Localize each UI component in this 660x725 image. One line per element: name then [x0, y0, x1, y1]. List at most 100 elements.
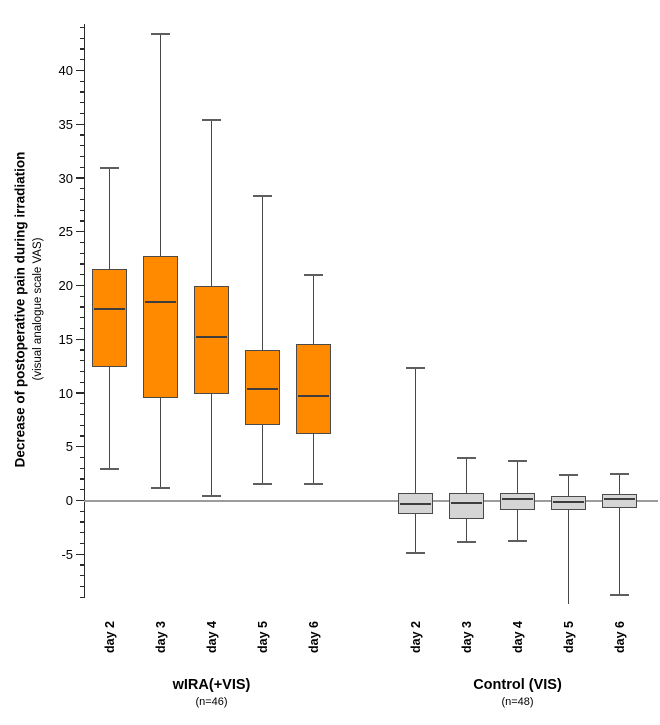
y-minor-tick	[79, 134, 84, 136]
y-minor-tick	[79, 198, 84, 201]
median-control-day6	[603, 498, 636, 501]
y-minor-tick	[79, 220, 84, 222]
group-n-wira: (n=46)	[195, 696, 228, 708]
y-axis-line	[83, 24, 85, 598]
y-minor-tick	[79, 155, 84, 158]
median-wira-day5	[246, 387, 279, 390]
median-control-day2	[399, 502, 432, 505]
y-minor-tick	[79, 413, 84, 416]
y-minor-tick	[79, 188, 84, 190]
group-n-control: (n=48)	[501, 696, 534, 708]
whisker-cap-high-control-day6	[610, 472, 629, 475]
whisker-cap-high-control-day5	[559, 473, 578, 476]
y-minor-tick	[79, 381, 84, 383]
y-minor-tick	[79, 456, 84, 459]
y-minor-tick	[79, 510, 84, 512]
y-minor-tick	[79, 370, 84, 373]
y-minor-tick	[79, 317, 84, 319]
y-tick-label: 40	[58, 63, 73, 78]
y-minor-tick	[79, 564, 84, 566]
whisker-cap-low-wira-day5	[253, 483, 272, 486]
y-minor-tick	[79, 532, 84, 534]
y-minor-tick	[79, 241, 84, 244]
median-wira-day4	[195, 336, 228, 339]
whisker-cap-low-wira-day2	[100, 468, 119, 471]
y-tick-label: 0	[65, 493, 73, 508]
median-control-day3	[450, 501, 483, 504]
whisker-cap-low-control-day3	[457, 541, 476, 544]
y-minor-tick	[79, 306, 84, 308]
y-minor-tick	[79, 209, 84, 211]
y-minor-tick	[79, 349, 84, 351]
y-minor-tick	[79, 252, 84, 254]
y-tick-label: 15	[58, 331, 73, 347]
y-minor-tick	[79, 575, 84, 577]
whisker-control-day5	[567, 474, 570, 604]
y-minor-tick	[79, 112, 84, 115]
y-minor-tick	[79, 263, 84, 265]
y-major-tick	[76, 553, 84, 555]
whisker-cap-low-control-day2	[406, 552, 425, 555]
whisker-cap-high-wira-day6	[304, 273, 323, 276]
y-minor-tick	[79, 145, 84, 147]
y-minor-tick	[79, 91, 84, 93]
group-label-wira: wIRA(+VIS)	[172, 677, 251, 693]
whisker-cap-high-wira-day5	[253, 195, 272, 198]
y-minor-tick	[79, 467, 84, 469]
whisker-cap-high-wira-day4	[202, 118, 221, 121]
y-major-tick	[76, 499, 84, 502]
y-minor-tick	[79, 26, 84, 29]
whisker-cap-high-control-day3	[457, 456, 476, 459]
whisker-cap-high-wira-day3	[151, 32, 170, 35]
y-tick-label: 25	[58, 224, 73, 240]
y-tick-label: 20	[58, 278, 73, 293]
y-tick-label: 5	[65, 439, 73, 455]
box-control-day5	[551, 496, 586, 511]
y-tick-label: 35	[58, 116, 73, 132]
y-minor-tick	[79, 295, 84, 297]
y-minor-tick	[79, 360, 84, 362]
y-minor-tick	[79, 80, 84, 82]
box-wira-day3	[143, 256, 178, 399]
y-minor-tick	[79, 274, 84, 276]
median-wira-day2	[93, 308, 126, 311]
median-wira-day3	[144, 300, 177, 303]
y-major-tick	[76, 284, 84, 287]
whisker-cap-low-wira-day3	[151, 486, 170, 489]
whisker-control-day6	[618, 473, 621, 596]
y-minor-tick	[79, 48, 84, 50]
y-minor-tick	[79, 478, 84, 480]
y-major-tick	[76, 338, 84, 340]
box-wira-day6	[296, 343, 331, 434]
y-major-tick	[76, 231, 84, 233]
whisker-cap-low-control-day6	[610, 594, 629, 597]
y-tick-label: -5	[61, 546, 73, 562]
whisker-cap-high-wira-day2	[100, 167, 119, 170]
box-control-day3	[449, 492, 484, 519]
y-minor-tick	[79, 166, 84, 168]
box-wira-day5	[245, 350, 280, 426]
whisker-cap-high-control-day4	[508, 459, 527, 462]
y-minor-tick	[79, 424, 84, 426]
y-tick-label: 30	[58, 170, 73, 186]
y-minor-tick	[79, 403, 84, 405]
y-minor-tick	[79, 102, 84, 104]
box-wira-day2	[92, 269, 127, 368]
whisker-cap-low-control-day4	[508, 540, 527, 543]
y-minor-tick	[79, 542, 84, 545]
y-minor-tick	[79, 489, 84, 491]
y-major-tick	[76, 392, 84, 394]
box-wira-day4	[194, 285, 229, 395]
y-minor-tick	[79, 37, 84, 39]
whisker-cap-high-control-day2	[406, 367, 425, 370]
y-tick-label: 10	[58, 385, 73, 401]
median-wira-day6	[297, 395, 330, 398]
group-label-control: Control (VIS)	[473, 677, 562, 693]
y-minor-tick	[79, 59, 84, 61]
y-minor-tick	[79, 327, 84, 330]
y-minor-tick	[79, 596, 84, 598]
box-control-day4	[500, 492, 535, 511]
y-minor-tick	[79, 435, 84, 437]
